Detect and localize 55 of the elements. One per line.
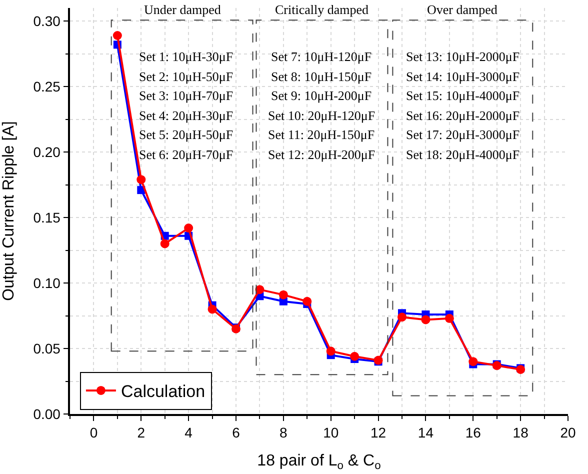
x-tick-label: 14 [418, 424, 434, 441]
annotation: Set 11: 20μH-150μF [268, 127, 375, 142]
annotation: Set 15: 10μH-4000μF [406, 88, 520, 103]
x-tick-label: 8 [280, 424, 288, 441]
annotation: Set 16: 20μH-2000μF [406, 108, 520, 123]
y-axis-title: Output Current Ripple [A] [0, 121, 18, 301]
point [112, 31, 122, 40]
x-tick-label: 10 [323, 424, 339, 441]
annotation: Over damped [427, 2, 498, 17]
y-tick-label: 0.05 [33, 340, 61, 356]
annotation: Critically damped [275, 2, 369, 17]
point [326, 346, 336, 356]
x-tick-label: 0 [90, 424, 98, 441]
annotation: Set 13: 10μH-2000μF [406, 49, 520, 64]
annotation: Set 4: 20μH-30μF [139, 108, 234, 123]
point [302, 296, 312, 306]
annotation: Set 6: 20μH-70μF [139, 147, 234, 162]
y-tick-label: 0.00 [33, 406, 61, 422]
point [160, 239, 170, 248]
x-tick-label: 20 [560, 424, 576, 441]
x-tick-label: 18 [512, 424, 529, 441]
annotation: Set 10: 20μH-120μF [268, 108, 376, 123]
annotation: Set 18: 20μH-4000μF [406, 147, 520, 162]
annotation: Set 14: 10μH-3000μF [406, 69, 520, 84]
point [421, 315, 430, 324]
y-tick-label: 0.15 [33, 209, 61, 226]
annotation: Set 12: 20μH-200μF [268, 147, 376, 162]
point [444, 314, 454, 323]
x-tick-label: 4 [184, 424, 193, 441]
y-tick-label: 0.20 [33, 144, 61, 160]
annotation: Set 2: 10μH-50μF [139, 69, 234, 84]
annotation: Set 1: 10μH-30μF [139, 49, 234, 64]
point [468, 357, 478, 366]
y-tick-label: 0.30 [33, 13, 61, 29]
annotation: Under damped [144, 2, 222, 17]
annotation: Set 17: 20μH-3000μF [406, 127, 520, 142]
point [208, 304, 217, 314]
y-tick-label: 0.10 [33, 274, 61, 291]
point [278, 290, 288, 300]
x-tick-label: 2 [137, 424, 146, 441]
annotation: Set 3: 10μH-70μF [139, 88, 234, 103]
x-axis-title: 18 pair of L$_{o}$ & C$_{o}$ [257, 452, 381, 472]
legend-label: Calculation [120, 382, 206, 402]
annotation: Set 8: 10μH-150μF [271, 69, 372, 84]
annotation: Set 5: 20μH-50μF [139, 127, 234, 142]
x-tick-label: 12 [370, 424, 386, 441]
y-tick-label: 0.25 [33, 78, 61, 94]
x-tick-label: 16 [465, 424, 482, 441]
annotation: Set 7: 10μH-120μF [271, 49, 372, 64]
point [398, 312, 406, 322]
point [184, 224, 194, 233]
x-tick-label: 6 [232, 424, 240, 441]
point [136, 175, 146, 184]
annotation: Set 9: 10μH-200μF [271, 88, 372, 103]
point [350, 352, 360, 361]
